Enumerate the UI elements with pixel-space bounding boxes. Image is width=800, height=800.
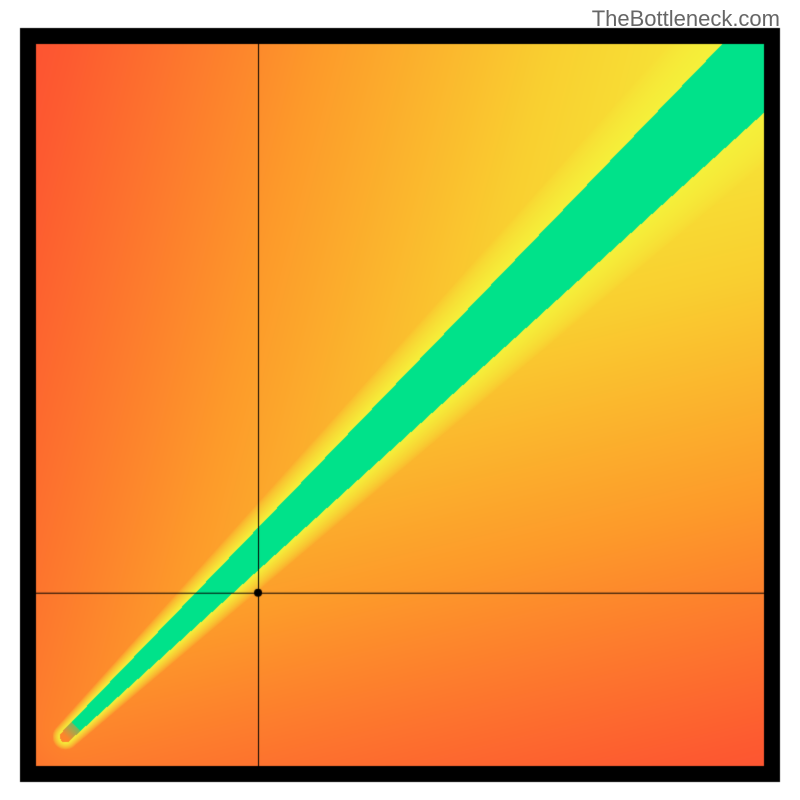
heatmap-canvas — [0, 0, 800, 800]
chart-container: TheBottleneck.com — [0, 0, 800, 800]
watermark-text: TheBottleneck.com — [592, 6, 780, 32]
